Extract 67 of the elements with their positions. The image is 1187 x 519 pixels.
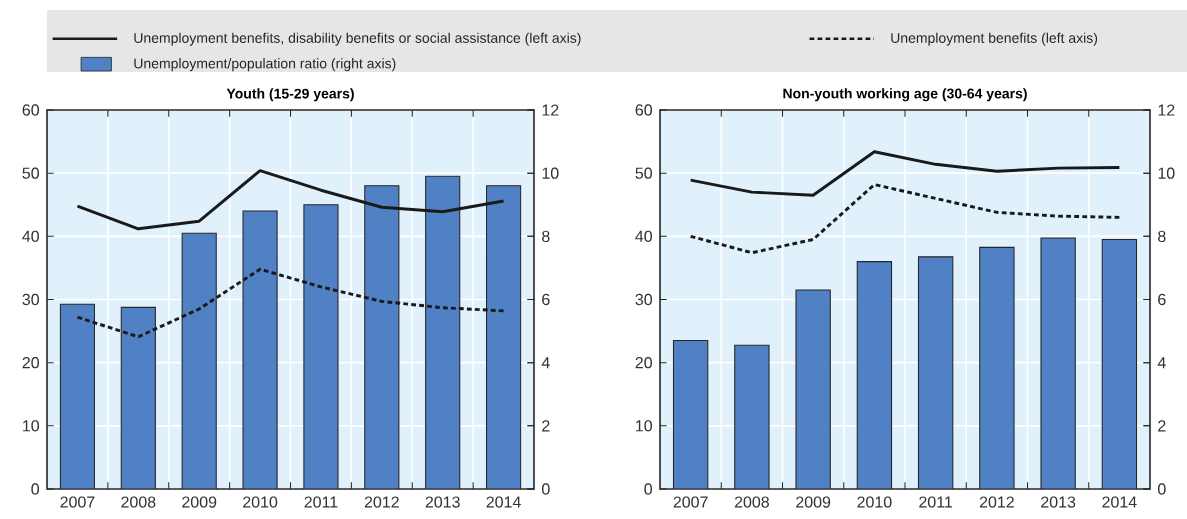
y-tick-label: 30 (635, 293, 653, 306)
x-tick-label: 2014 (486, 496, 521, 508)
x-tick-label: 2012 (979, 496, 1014, 508)
y2-tick-label: 8 (542, 230, 550, 242)
y2-tick-label: 2 (542, 420, 550, 432)
x-tick-label: 2011 (919, 496, 953, 508)
bar (734, 345, 770, 489)
x-tick-label: 2011 (304, 496, 338, 508)
bar (673, 340, 708, 489)
x-tick-label: 2010 (857, 496, 892, 508)
x-tick-label: 2013 (1041, 496, 1076, 508)
x-tick-label: 2013 (425, 496, 460, 508)
bar (425, 176, 460, 489)
bar (857, 261, 892, 489)
y2-tick-label: 6 (1158, 293, 1166, 306)
bar (182, 233, 217, 489)
x-tick-label: 2007 (60, 496, 95, 508)
bar (485, 185, 522, 489)
y2-tick-label: 10 (1158, 167, 1175, 179)
y-tick-label: 20 (22, 357, 40, 369)
y-tick-label: 0 (644, 483, 653, 495)
x-tick-label: 2012 (364, 496, 399, 508)
legend-label: Unemployment/population ratio (right axis) (134, 58, 396, 72)
line-series (75, 267, 506, 339)
y2-tick-label: 12 (542, 104, 559, 116)
bar (795, 290, 831, 489)
chart-title: Non-youth working age (30-64 years) (783, 88, 1027, 102)
y2-tick-label: 4 (541, 357, 550, 369)
y-tick-label: 60 (635, 104, 653, 116)
y-tick-label: 40 (22, 230, 40, 242)
legend-label: Unemployment benefits, disability benefits or social assistance (left axis) (134, 32, 581, 46)
x-tick-label: 2009 (182, 496, 217, 508)
bar (60, 304, 95, 489)
y-tick-label: 10 (636, 420, 653, 432)
y-tick-label: 50 (22, 167, 40, 179)
y-tick-label: 0 (31, 483, 40, 495)
bar (121, 307, 156, 489)
y2-tick-label: 0 (1158, 483, 1166, 495)
y2-tick-label: 0 (542, 483, 550, 495)
chart-title: Youth (15-29 years) (226, 88, 354, 102)
y2-tick-label: 10 (542, 167, 559, 179)
bar (1040, 237, 1076, 489)
bar (918, 256, 953, 489)
x-tick-label: 2008 (121, 496, 156, 508)
y-tick-label: 50 (635, 167, 653, 179)
x-tick-label: 2014 (1102, 496, 1137, 508)
bar (303, 204, 338, 489)
bar (979, 247, 1015, 489)
y2-tick-label: 12 (1158, 104, 1175, 116)
x-tick-label: 2007 (673, 496, 708, 508)
legend-label: Unemployment benefits (left axis) (891, 32, 1098, 46)
bar (1101, 238, 1138, 489)
y-tick-label: 10 (23, 420, 40, 432)
line-series (689, 150, 1121, 197)
y2-tick-label: 8 (1158, 230, 1166, 242)
y2-tick-label: 2 (1158, 420, 1166, 432)
y2-tick-label: 6 (542, 293, 550, 306)
x-tick-label: 2009 (796, 496, 831, 508)
bar (243, 211, 278, 489)
bar (364, 185, 399, 489)
x-tick-label: 2008 (734, 496, 769, 508)
y-tick-label: 40 (635, 230, 653, 242)
x-tick-label: 2010 (243, 496, 278, 508)
y-tick-label: 60 (22, 104, 40, 116)
y-tick-label: 30 (22, 293, 40, 306)
y2-tick-label: 4 (1157, 357, 1166, 369)
y-tick-label: 20 (635, 357, 653, 369)
